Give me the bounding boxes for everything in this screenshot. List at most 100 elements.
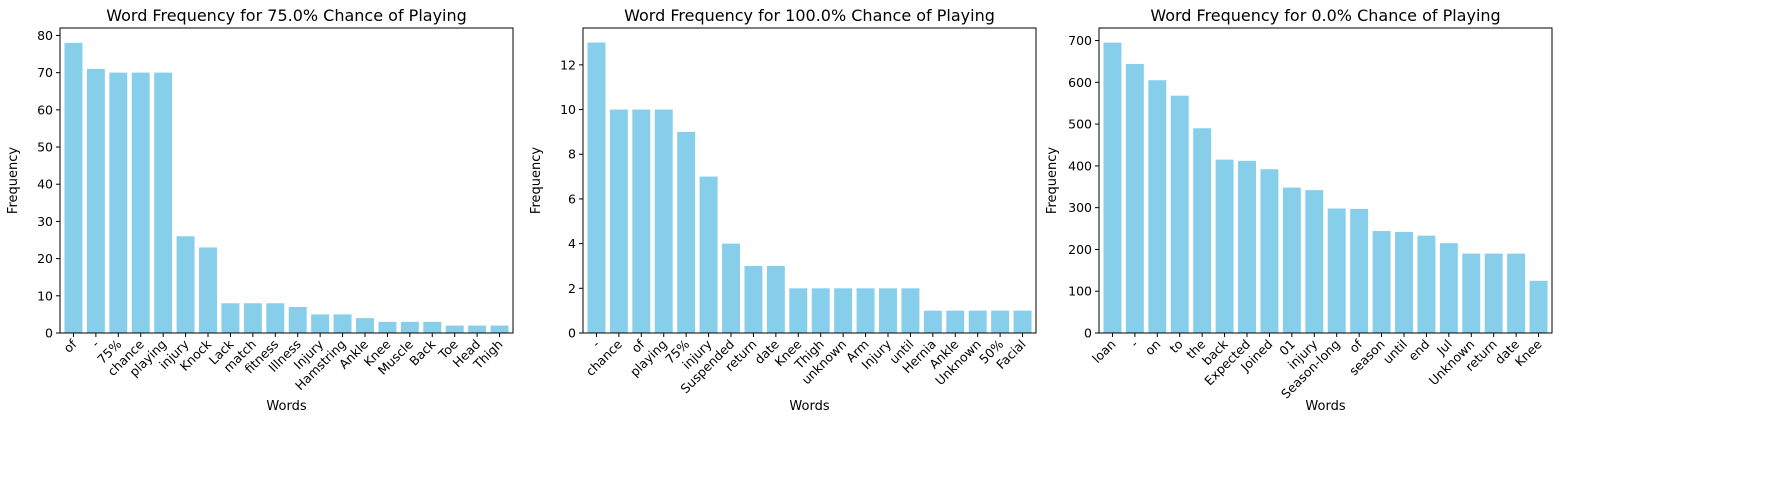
bar-3-14	[1395, 231, 1413, 333]
y-tick-label: 20	[37, 251, 53, 266]
plot-frame	[59, 27, 514, 334]
bar-3-15	[1417, 235, 1436, 333]
x-tick-label: Back	[406, 336, 439, 369]
x-axis-label: Words	[1305, 399, 1345, 414]
y-tick-label: 60	[37, 102, 53, 117]
chart-title: Word Frequency for 100.0% Chance of Play…	[624, 6, 995, 25]
bar-1-12	[311, 314, 330, 333]
bar-2-8	[744, 265, 763, 333]
bar-2-4	[654, 109, 673, 333]
bar-1-8	[221, 303, 240, 333]
y-tick-label: 0	[45, 326, 53, 341]
bar-1-1	[64, 42, 83, 333]
y-tick-label: 100	[1068, 284, 1092, 299]
bar-2-12	[834, 288, 853, 333]
bar-2-3	[632, 109, 651, 333]
y-tick-label: 6	[568, 191, 576, 206]
chart-title: Word Frequency for 75.0% Chance of Playi…	[106, 6, 467, 25]
bar-2-2	[609, 109, 628, 333]
y-axis-label: Frequency	[6, 147, 21, 214]
bar-2-11	[811, 288, 830, 333]
y-tick-label: 2	[568, 281, 576, 296]
bar-3-12	[1350, 208, 1369, 333]
x-tick-label: -	[1127, 337, 1141, 351]
bar-1-14	[356, 318, 374, 333]
bar-1-20	[490, 325, 509, 333]
bar-2-16	[923, 310, 942, 333]
bar-2-19	[991, 310, 1010, 333]
bar-2-18	[968, 310, 987, 333]
bar-2-9	[766, 265, 785, 333]
x-tick-label: -	[88, 337, 102, 351]
y-tick-label: 40	[37, 177, 53, 192]
bar-3-10	[1305, 190, 1324, 333]
bar-2-10	[789, 288, 808, 333]
bar-1-15	[378, 321, 397, 333]
bar-2-20	[1013, 310, 1032, 333]
bar-2-14	[879, 288, 897, 333]
bar-3-1	[1103, 42, 1122, 333]
bar-1-9	[243, 303, 262, 333]
bar-1-3	[109, 72, 128, 333]
y-tick-label: 0	[568, 326, 576, 341]
bar-3-3	[1148, 80, 1167, 333]
bar-1-4	[131, 72, 150, 333]
y-tick-label: 600	[1068, 75, 1092, 90]
bar-2-7	[722, 243, 740, 333]
bar-1-10	[266, 303, 285, 333]
bar-3-9	[1282, 187, 1301, 333]
x-tick-label: Knee	[1512, 336, 1545, 369]
y-tick-label: 4	[568, 236, 576, 251]
y-tick-label: 700	[1068, 33, 1092, 48]
y-axis-label: Frequency	[529, 147, 544, 214]
bar-1-19	[468, 325, 487, 333]
bar-2-5	[677, 131, 696, 333]
bar-2-17	[946, 310, 965, 333]
y-tick-label: 12	[560, 57, 576, 72]
bar-3-7	[1238, 160, 1256, 333]
bar-1-7	[199, 247, 217, 333]
bar-3-11	[1327, 208, 1346, 333]
bar-2-15	[901, 288, 920, 333]
bar-1-6	[176, 236, 195, 333]
y-axis-label: Frequency	[1045, 147, 1060, 214]
bar-3-18	[1484, 253, 1503, 333]
y-tick-label: 8	[568, 147, 576, 162]
x-tick-label: -	[589, 337, 603, 351]
bar-1-16	[400, 321, 419, 333]
bar-3-6	[1215, 159, 1234, 333]
x-tick-label: chance	[583, 336, 626, 379]
bar-3-2	[1125, 63, 1144, 333]
chart-title: Word Frequency for 0.0% Chance of Playin…	[1150, 6, 1500, 25]
y-tick-label: 400	[1068, 158, 1092, 173]
x-axis-label: Words	[266, 399, 306, 414]
bar-3-5	[1193, 128, 1212, 333]
y-tick-label: 500	[1068, 117, 1092, 132]
x-tick-label: of	[60, 336, 80, 356]
y-tick-label: 300	[1068, 200, 1092, 215]
y-tick-label: 50	[37, 140, 53, 155]
bar-1-18	[445, 325, 464, 333]
bar-1-13	[333, 314, 352, 333]
bar-3-19	[1507, 253, 1526, 333]
y-tick-label: 10	[560, 102, 576, 117]
x-tick-label: loan	[1089, 337, 1118, 366]
bar-3-17	[1462, 253, 1481, 333]
bar-1-17	[423, 321, 442, 333]
bar-2-1	[587, 42, 606, 334]
plot-frame	[582, 27, 1037, 334]
y-tick-label: 30	[37, 214, 53, 229]
bar-3-8	[1260, 169, 1279, 333]
plot-frame	[1098, 27, 1553, 334]
bar-1-5	[154, 72, 173, 333]
x-axis-label: Words	[789, 399, 829, 414]
bar-1-11	[288, 306, 307, 333]
y-tick-label: 80	[37, 28, 53, 43]
x-tick-label: on	[1142, 337, 1164, 359]
y-tick-label: 70	[37, 65, 53, 80]
bar-3-4	[1170, 95, 1189, 333]
